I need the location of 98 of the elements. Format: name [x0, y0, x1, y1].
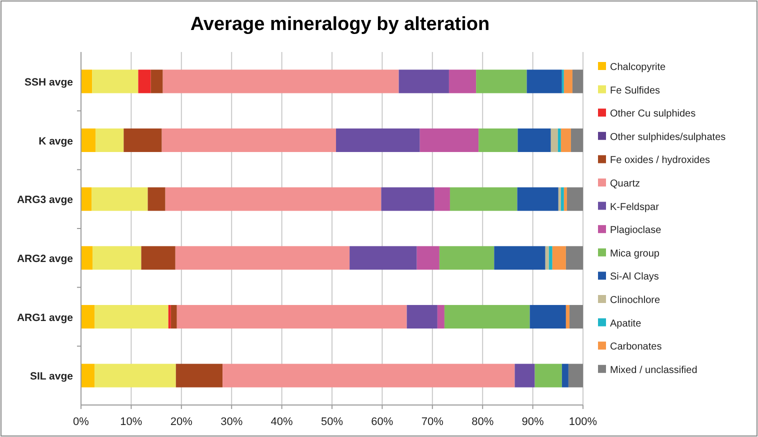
bar [450, 187, 518, 211]
y-tick-label: K avge [38, 135, 74, 148]
bar [552, 246, 566, 270]
x-tick-label: 10% [120, 416, 142, 428]
x-tick-label: 100% [568, 416, 598, 428]
bar [566, 304, 570, 329]
bar [564, 187, 567, 211]
bar [406, 304, 438, 329]
bar [444, 304, 530, 329]
bar [545, 246, 549, 270]
bar [550, 128, 558, 152]
bar [141, 246, 176, 270]
bar [478, 128, 518, 152]
x-tick-label: 40% [270, 416, 294, 428]
bar [222, 364, 515, 388]
y-tick-label: ARG3 avge [16, 194, 74, 206]
x-tick-label: 0% [73, 416, 90, 428]
x-tick-label: 50% [320, 416, 344, 428]
bar [165, 187, 382, 211]
bar [439, 246, 494, 270]
bar [569, 304, 583, 329]
bar [564, 70, 572, 94]
legend-label: Si-Al Clays [610, 272, 659, 283]
y-tick-label: SSH avge [24, 76, 74, 88]
bar [94, 364, 176, 388]
bar [398, 70, 449, 94]
y-tick-label: ARG1 avge [16, 312, 74, 324]
legend-label: Fe Sulfides [610, 85, 660, 96]
bar [566, 246, 583, 270]
bar [81, 128, 96, 152]
bar [416, 246, 440, 270]
y-tick-label: ARG2 avge [16, 252, 74, 265]
bar [176, 304, 407, 329]
x-tick-label: 30% [220, 416, 243, 428]
x-tick-label: 80% [472, 416, 494, 428]
bar [150, 70, 163, 94]
bar [92, 70, 138, 94]
bar [476, 70, 527, 94]
legend-label: Mica group [610, 248, 660, 260]
bar [494, 246, 546, 270]
bar [566, 187, 583, 211]
bar [176, 364, 223, 388]
legend-label: K-Feldspar [610, 202, 660, 213]
bar [517, 187, 558, 211]
bar [526, 70, 562, 94]
bar [518, 128, 551, 152]
bar [381, 187, 434, 211]
bar [162, 128, 336, 152]
legend-label: Mixed / unclassified [610, 364, 698, 376]
bar [448, 70, 476, 94]
bar [175, 246, 350, 270]
x-tick-label: 90% [522, 416, 544, 428]
legend-label: Clinochlore [610, 295, 660, 306]
bar [148, 187, 166, 211]
bar [81, 187, 92, 211]
bar [530, 304, 566, 329]
bar [94, 304, 168, 329]
chart-title: Average mineralogy by alteration [190, 14, 490, 35]
bar [162, 70, 399, 94]
bar [558, 187, 561, 211]
bar [570, 128, 583, 152]
bar [170, 304, 177, 329]
bar [560, 128, 571, 152]
legend-label: Other sulphides/sulphates [610, 132, 726, 143]
bar [560, 187, 564, 211]
bar [168, 304, 171, 329]
x-tick-label: 20% [170, 416, 193, 428]
legend-label: Other Cu sulphides [610, 108, 696, 120]
bar [437, 304, 444, 329]
bar [420, 128, 479, 152]
x-tick-label: 60% [371, 416, 394, 428]
bar [568, 364, 583, 388]
bar [558, 128, 561, 152]
bar [572, 70, 583, 94]
bar [96, 128, 124, 152]
bar [350, 246, 417, 270]
bar [92, 187, 148, 211]
bar [548, 246, 552, 270]
bar [81, 246, 93, 270]
bar [81, 304, 95, 329]
legend-label: Fe oxides / hydroxides [610, 155, 710, 166]
legend-label: Apatite [610, 318, 642, 330]
bar [514, 364, 535, 388]
y-tick-label: SIL avge [30, 370, 74, 383]
bar [81, 364, 95, 388]
bar [562, 364, 568, 388]
bar [92, 246, 142, 270]
bar [124, 128, 162, 152]
bar [138, 70, 151, 94]
legend-label: Quartz [610, 178, 640, 190]
legend-label: Plagioclase [610, 225, 662, 236]
bar [336, 128, 420, 152]
legend-label: Chalcopyrite [610, 62, 666, 73]
bar [81, 70, 92, 94]
bar [534, 364, 562, 388]
bar [434, 187, 450, 211]
x-tick-label: 70% [421, 416, 444, 428]
legend-label: Carbonates [610, 342, 662, 353]
